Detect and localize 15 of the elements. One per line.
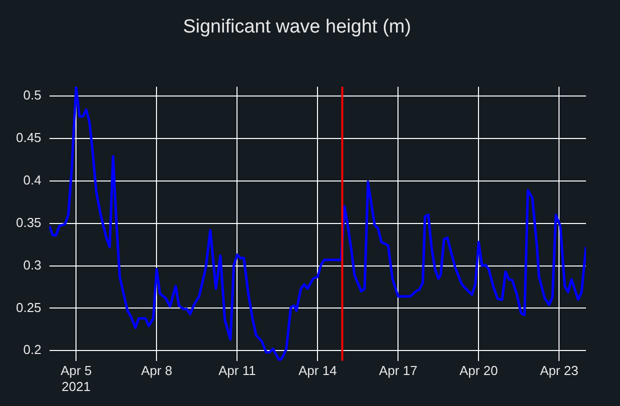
- y-tick-label: 0.2: [23, 342, 42, 358]
- y-tick-label: 0.45: [16, 130, 42, 146]
- x-tick-label: Apr 14: [298, 363, 337, 378]
- y-tick-label: 0.25: [16, 300, 42, 315]
- y-tick-label: 0.35: [16, 214, 42, 230]
- y-tick-label: 0.4: [23, 172, 42, 188]
- x-tick-label: Apr 20: [460, 363, 498, 378]
- chart-title: Significant wave height (m): [182, 16, 412, 38]
- x-tick-label: Apr 17: [379, 363, 418, 378]
- y-tick-label: 0.3: [23, 257, 42, 272]
- x-tick-label: Apr 11: [218, 363, 256, 378]
- y-tick-label: 0.5: [23, 88, 42, 103]
- x-tick-label: Apr 23: [540, 363, 578, 378]
- x-tick-label: Apr 8: [141, 363, 172, 378]
- x-tick-label: Apr 5 2021: [60, 363, 92, 394]
